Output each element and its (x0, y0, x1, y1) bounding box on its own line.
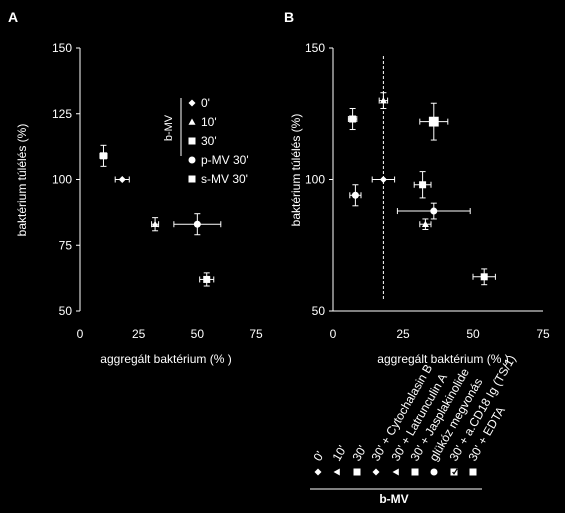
panel-a-x-axis-title: aggregált baktérium (% ) (100, 352, 231, 366)
panel-b-data-point (413, 171, 432, 199)
panel-b-data-point (378, 92, 389, 109)
panel-a-legend-entries: 0' 10' 30' p-MV 30' s-MV 30' (188, 96, 249, 186)
legend-circle-marker (188, 156, 196, 164)
panel-b-data-point (347, 107, 358, 131)
panel-a-y-axis-title: baktérium túlélés (%) (15, 124, 29, 237)
diamond-marker (118, 176, 126, 183)
legend-triangle-marker (188, 118, 196, 125)
panel-b-x-tick-label: 0 (330, 327, 337, 341)
panel-b-y-axis-title: baktérium túlélés (%) (289, 114, 303, 227)
panel-b-label: B (284, 9, 294, 25)
legend-entry-label: 10' (329, 443, 349, 464)
triangle-marker (379, 97, 387, 104)
panel-b-data-point (396, 202, 471, 220)
square-marker (99, 152, 107, 160)
panel-b: B baktérium túlélés (%) aggregált baktér… (284, 9, 550, 506)
diamond-marker (379, 176, 387, 183)
panel-b-data-point (419, 102, 449, 141)
panel-b-data-point (371, 176, 396, 183)
panel-b-legend-group-label: b-MV (379, 492, 408, 506)
square-marker (480, 273, 488, 281)
panel-a-x-tick-label: 75 (249, 327, 263, 341)
panel-a-label: A (8, 9, 18, 25)
panel-b-data-point (419, 218, 432, 230)
legend-entry-label: 0' (310, 449, 327, 464)
panel-a-data-point (99, 144, 108, 167)
legend-circle-marker (430, 468, 438, 476)
panel-a-x-tick-label: 25 (132, 327, 146, 341)
panel-b-x-tick-label: 50 (466, 327, 480, 341)
triangle-marker (151, 220, 159, 228)
panel-a-x-ticks: 0 25 50 75 (77, 327, 263, 341)
panel-a-legend: b-MV 0' 10' 30' p-MV 30' s-MV 30' (163, 96, 249, 186)
legend-square-check-marker-check (452, 468, 458, 475)
panel-a-data-point (114, 176, 130, 183)
legend-diamond-marker (188, 99, 196, 107)
panel-b-x-ticks: 0 25 50 75 (330, 327, 550, 341)
panel-b-legend: 0' 10' 30' 30' + Cytochalasin B30' + Latrun… (310, 353, 519, 506)
panel-a-x-tick-label: 50 (191, 327, 205, 341)
panel-a-y-tick-label: 75 (59, 238, 73, 252)
panel-a-y-tick-label: 50 (59, 304, 73, 318)
panel-a-data-point (173, 213, 222, 236)
panel-a-x-tick-label: 0 (77, 327, 84, 341)
legend-diamond-marker (372, 468, 380, 476)
panel-b-x-tick-label: 75 (536, 327, 550, 341)
panel-a-y-tick-label: 125 (52, 107, 72, 121)
panel-b-y-tick-label: 100 (305, 173, 325, 187)
panel-b-points (347, 92, 496, 286)
legend-triangle-left-marker (333, 468, 340, 476)
panel-b-y-tick-label: 50 (312, 304, 326, 318)
panel-a-y-tick-label: 150 (52, 41, 72, 55)
panel-b-x-tick-label: 25 (396, 327, 410, 341)
panel-b-data-point (472, 268, 496, 286)
panel-a: A baktérium túlélés (%) aggregált baktér… (8, 9, 263, 366)
panel-b-x-axis-title: aggregált baktérium (% ) (377, 352, 508, 366)
panel-a-data-point (199, 272, 215, 287)
circle-marker (193, 220, 201, 228)
panel-a-data-point (151, 217, 160, 232)
legend-square-marker (188, 175, 196, 183)
panel-b-data-point (349, 184, 362, 207)
panel-b-y-ticks: 50 100 150 (305, 41, 333, 318)
square-large-marker (428, 116, 439, 127)
legend-entry-label: s-MV 30' (201, 172, 248, 186)
square-marker (349, 115, 357, 123)
panel-a-y-ticks: 50 75 100 125 150 (52, 41, 80, 318)
legend-square-marker (411, 468, 419, 476)
circle-marker (430, 207, 438, 215)
legend-entry-label: 10' (201, 115, 217, 129)
legend-square-marker (353, 468, 361, 476)
panel-b-legend-entries: 0' 10' 30' 30' + Cytochalasin B30' + Latrun… (310, 353, 519, 476)
legend-entry-label: 0' (201, 96, 210, 110)
legend-square-marker (469, 468, 477, 476)
square-marker (419, 181, 427, 189)
legend-entry-label: p-MV 30' (201, 153, 249, 167)
legend-square-check-marker (450, 468, 458, 476)
square-marker (203, 275, 211, 283)
triangle-marker (421, 220, 429, 228)
legend-triangle-left-marker (392, 468, 399, 476)
panel-a-legend-group-label: b-MV (163, 114, 175, 141)
legend-diamond-marker (314, 468, 322, 476)
panel-b-y-tick-label: 150 (305, 41, 325, 55)
legend-entry-label: 30' (201, 134, 217, 148)
circle-marker (351, 191, 359, 199)
legend-square-marker (188, 137, 196, 145)
panel-a-y-tick-label: 100 (52, 173, 72, 187)
legend-entry-label: 30' (349, 443, 369, 464)
panel-a-points (99, 144, 222, 287)
